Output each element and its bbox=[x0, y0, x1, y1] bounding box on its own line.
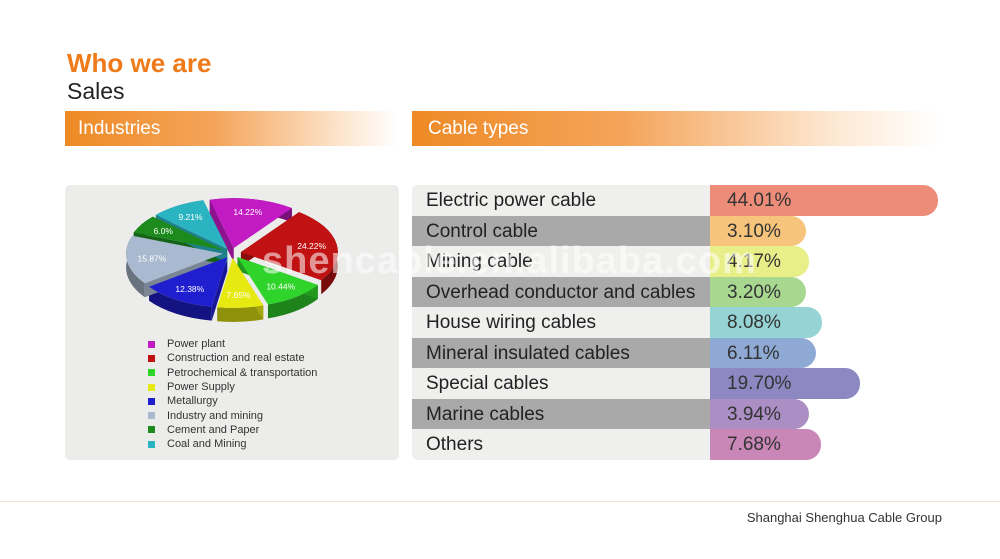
bar-row: House wiring cables 8.08% bbox=[412, 307, 942, 338]
bar-row: Overhead conductor and cables 3.20% bbox=[412, 276, 942, 307]
legend-label: Industry and mining bbox=[167, 409, 263, 422]
bar-category-label: Control cable bbox=[412, 215, 710, 246]
legend-item: Power Supply bbox=[148, 380, 317, 394]
pie-slice-0 bbox=[209, 198, 292, 249]
page-subtitle: Sales bbox=[67, 78, 125, 104]
pie-data-label-4: 12.38% bbox=[175, 284, 204, 294]
bar-row: Control cable 3.10% bbox=[412, 215, 942, 246]
pie-data-label-7: 9.21% bbox=[178, 212, 203, 222]
bar-row: Mining cable 4.17% bbox=[412, 246, 942, 277]
bar-category-label: Electric power cable bbox=[412, 185, 710, 216]
legend-swatch bbox=[148, 397, 155, 405]
watermark: shencable.en.alibaba.com bbox=[262, 240, 757, 282]
bar-category-label: Special cables bbox=[412, 368, 710, 399]
pie-data-label-0: 14.22% bbox=[233, 207, 262, 217]
bar: 6.11% bbox=[710, 337, 816, 368]
pie-slice-5 bbox=[126, 235, 224, 284]
pie-slice-1 bbox=[240, 212, 338, 281]
bar: 4.17% bbox=[710, 246, 810, 277]
bar-category-label: Others bbox=[412, 429, 710, 460]
legend-item: Industry and mining bbox=[148, 408, 317, 422]
pie-slice-side-3 bbox=[217, 305, 264, 322]
heading: Who we are Sales bbox=[67, 48, 211, 104]
bar-category-label: House wiring cables bbox=[412, 307, 710, 338]
legend-swatch bbox=[148, 412, 155, 420]
legend-label: Coal and Mining bbox=[167, 438, 247, 451]
bar-row: Marine cables 3.94% bbox=[412, 398, 942, 429]
pie-slice-6 bbox=[133, 216, 225, 251]
footer-company: Shanghai Shenghua Cable Group bbox=[746, 510, 942, 525]
legend-label: Power Supply bbox=[167, 381, 235, 394]
legend-item: Construction and real estate bbox=[148, 351, 317, 365]
cable-types-bar-chart: Electric power cable 44.01% Control cable 3… bbox=[412, 185, 942, 461]
bar-row: Others 7.68% bbox=[412, 429, 942, 460]
pie-slice-wall-0 bbox=[209, 199, 234, 263]
bar: 19.70% bbox=[710, 368, 860, 399]
legend-item: Coal and Mining bbox=[148, 437, 317, 451]
cable-types-header: Cable types bbox=[412, 111, 940, 146]
legend-item: Petrochemical & transportation bbox=[148, 366, 317, 380]
legend-item: Metallurgy bbox=[148, 394, 317, 408]
legend-swatch bbox=[148, 383, 155, 391]
pie-slice-3 bbox=[217, 257, 264, 308]
page-title: Who we are bbox=[67, 48, 212, 78]
industries-header: Industries bbox=[65, 111, 397, 146]
pie-slice-4 bbox=[149, 257, 228, 307]
pie-data-label-5: 15.87% bbox=[138, 254, 167, 264]
legend-label: Metallurgy bbox=[167, 395, 218, 408]
bar-category-label: Marine cables bbox=[412, 398, 710, 429]
legend-label: Power plant bbox=[167, 338, 226, 351]
pie-data-label-1: 24.22% bbox=[297, 241, 326, 251]
pie-slice-wall-4 bbox=[211, 257, 228, 321]
pie-data-label-3: 7.65% bbox=[226, 290, 251, 300]
bar: 3.20% bbox=[710, 276, 807, 307]
legend-item: Cement and Paper bbox=[148, 423, 317, 437]
pie-slice-side-4 bbox=[149, 286, 212, 321]
bar-row: Mineral insulated cables 6.11% bbox=[412, 337, 942, 368]
pie-data-label-2: 10.44% bbox=[266, 281, 295, 291]
pie-slice-7 bbox=[155, 200, 228, 249]
pie-data-label-6: 6.0% bbox=[154, 226, 174, 236]
legend-label: Cement and Paper bbox=[167, 423, 260, 436]
bar: 3.94% bbox=[710, 398, 809, 429]
bar-category-label: Overhead conductor and cables bbox=[412, 276, 710, 307]
pie-legend: Power plant Construction and real estate P… bbox=[148, 337, 317, 451]
bar: 44.01% bbox=[710, 185, 938, 216]
legend-label: Petrochemical & transportation bbox=[167, 366, 318, 379]
legend-swatch bbox=[148, 369, 155, 377]
bar: 3.10% bbox=[710, 215, 806, 246]
footer-divider bbox=[0, 501, 1000, 502]
legend-swatch bbox=[148, 440, 155, 448]
bar: 8.08% bbox=[710, 307, 823, 338]
bar-row: Electric power cable 44.01% bbox=[412, 185, 942, 216]
bar-row: Special cables 19.70% bbox=[412, 368, 942, 399]
bar: 7.68% bbox=[710, 429, 821, 460]
industries-pie-panel: 14.22% 24.22% 10.44% 7.65% 12.38% 15.87% 6.0% 9… bbox=[65, 185, 399, 460]
pie-slice-2 bbox=[237, 256, 318, 305]
legend-swatch bbox=[148, 426, 155, 434]
legend-item: Power plant bbox=[148, 337, 317, 351]
bar-category-label: Mining cable bbox=[412, 246, 710, 277]
legend-label: Construction and real estate bbox=[167, 352, 305, 365]
industries-pie-chart: 14.22% 24.22% 10.44% 7.65% 12.38% 15.87% 6.0% 9… bbox=[126, 198, 338, 322]
bar-category-label: Mineral insulated cables bbox=[412, 337, 710, 368]
legend-swatch bbox=[148, 340, 155, 348]
legend-swatch bbox=[148, 354, 155, 362]
